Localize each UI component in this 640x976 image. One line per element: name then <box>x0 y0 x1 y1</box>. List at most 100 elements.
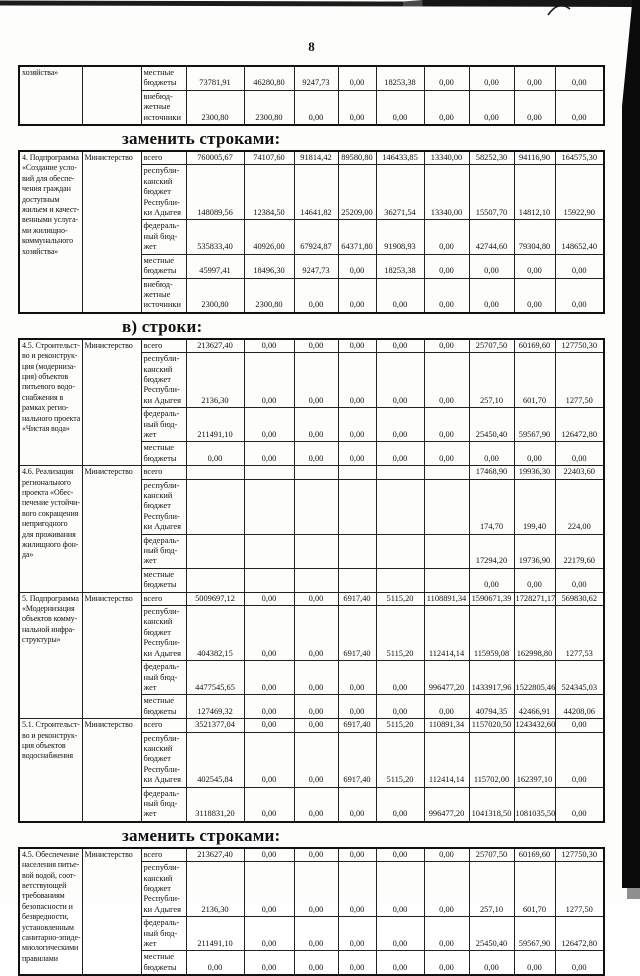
value-cell: 91908,93 <box>375 219 425 255</box>
budget-type-cell: местные бюджеты <box>140 694 187 720</box>
heading-section-v: в) строки: <box>122 316 203 336</box>
budget-type-cell: внебюд- жетные источники <box>140 277 187 314</box>
table-body: 4.5. Обеспечение населения питье- вой во… <box>18 847 605 976</box>
budget-type-cell: федераль- ный бюд- жет <box>140 660 187 696</box>
value-cell: 0,00 <box>423 352 470 409</box>
value-cell: 0,00 <box>337 847 377 863</box>
table-replace-program-45: 4.5. Обеспечение населения питье- вой во… <box>18 846 605 976</box>
value-cell: 0,00 <box>243 352 295 409</box>
table-replace-program-4: 4. Подпрограмма «Создание усло- вий для … <box>18 150 605 314</box>
budget-type-cell: всего <box>140 718 187 733</box>
value-cell: 0,00 <box>468 567 515 593</box>
value-cell: 44208,06 <box>554 694 605 720</box>
table-row: республи- канский бюджет Республи- ки Ад… <box>19 605 605 662</box>
value-cell: 1728271,17 <box>513 591 556 607</box>
value-cell: 0,00 <box>468 89 515 126</box>
value-cell <box>375 533 425 569</box>
value-cell: 127469,32 <box>185 694 245 720</box>
value-cell: 0,00 <box>293 916 339 952</box>
value-cell: 0,00 <box>375 407 425 443</box>
value-cell: 0,00 <box>375 694 425 720</box>
table-row: республи- канский бюджет Республи- ки Ад… <box>19 478 605 535</box>
value-cell: 0,00 <box>513 950 556 976</box>
value-cell: 18496,30 <box>243 253 295 279</box>
value-cell: 0,00 <box>375 786 425 823</box>
value-cell: 0,00 <box>337 950 377 976</box>
program-label-cell: 4.5. Строительст- во и реконструк- ция (… <box>18 338 83 467</box>
table-row: 5. Подпрограмма «Модернизация объектов к… <box>18 591 605 720</box>
budget-type-cell: всего <box>140 591 187 607</box>
value-cell <box>423 533 470 569</box>
value-cell: 79304,80 <box>513 219 556 255</box>
value-cell: 6917,40 <box>337 605 377 662</box>
table-row: федераль- ный бюд- жет 535833,40 40926,00 6… <box>19 219 605 255</box>
value-cell: 0,00 <box>375 916 425 952</box>
budget-type-cell: всего <box>140 150 187 166</box>
value-cell: 601,70 <box>513 352 556 409</box>
value-cell: 0,00 <box>293 605 339 662</box>
value-cell: 0,00 <box>375 338 425 354</box>
value-cell: 0,00 <box>423 441 470 467</box>
value-cell: 0,00 <box>375 950 425 976</box>
table-row: 4.6. Реализация регионального проекта «О… <box>18 465 605 593</box>
table-continuation: хозяйства» местные бюджеты 73781,91 46280,8… <box>18 65 605 127</box>
value-cell <box>293 567 339 593</box>
value-cell: 59567,90 <box>513 916 556 952</box>
value-cell: 1157020,50 <box>468 718 515 733</box>
value-cell: 0,00 <box>243 847 295 863</box>
value-cell: 1243432,60 <box>513 718 556 733</box>
value-cell: 162397,10 <box>513 731 556 788</box>
value-cell: 74107,60 <box>243 150 295 166</box>
value-cell: 164575,30 <box>554 150 605 166</box>
budget-type-cell: республи- канский бюджет Республи- ки Ад… <box>140 605 187 662</box>
value-cell: 760005,67 <box>185 150 245 166</box>
value-cell <box>337 567 377 593</box>
value-cell: 0,00 <box>293 847 339 863</box>
value-cell: 0,00 <box>423 861 470 918</box>
value-cell: 59567,90 <box>513 407 556 443</box>
value-cell: 0,00 <box>423 89 470 126</box>
value-cell: 0,00 <box>554 950 605 976</box>
value-cell <box>293 478 339 535</box>
value-cell: 2136,30 <box>185 861 245 918</box>
value-cell: 0,00 <box>337 407 377 443</box>
value-cell: 0,00 <box>293 89 339 126</box>
value-cell: 0,00 <box>554 253 605 279</box>
value-cell: 569830,62 <box>554 591 605 607</box>
value-cell <box>337 465 377 480</box>
value-cell: 0,00 <box>293 950 339 976</box>
value-cell: 148089,56 <box>185 164 245 221</box>
value-cell: 64371,80 <box>337 219 377 255</box>
budget-type-cell: республи- канский бюджет Республи- ки Ад… <box>140 731 187 788</box>
value-cell: 17468,90 <box>468 465 515 480</box>
program-label-cell: 4.6. Реализация регионального проекта «О… <box>18 465 83 593</box>
budget-type-cell: республи- канский бюджет Республи- ки Ад… <box>140 164 187 221</box>
budget-type-cell: местные бюджеты <box>140 950 187 976</box>
table-row: республи- канский бюджет Республи- ки Ад… <box>19 352 605 409</box>
value-cell: 0,00 <box>243 407 295 443</box>
value-cell <box>423 478 470 535</box>
value-cell <box>423 567 470 593</box>
page-number: 8 <box>308 39 315 54</box>
value-cell <box>293 465 339 480</box>
value-cell: 9247,73 <box>293 65 339 91</box>
value-cell: 0,00 <box>293 718 339 733</box>
value-cell: 0,00 <box>243 731 295 788</box>
value-cell: 0,00 <box>513 65 556 91</box>
table-lines-v: 4.5. Строительст- во и реконструк- ция (… <box>18 337 605 823</box>
value-cell: 5009697,12 <box>185 591 245 607</box>
value-cell: 36271,54 <box>375 164 425 221</box>
table-row: 4.5. Обеспечение населения питье- вой во… <box>18 847 605 976</box>
value-cell: 25450,40 <box>468 916 515 952</box>
value-cell: 22179,60 <box>554 533 605 569</box>
value-cell: 0,00 <box>375 660 425 696</box>
value-cell: 0,00 <box>468 65 515 91</box>
value-cell: 5115,20 <box>375 591 425 607</box>
value-cell <box>185 478 245 535</box>
value-cell: 4477545,65 <box>185 660 245 696</box>
value-cell: 0,00 <box>337 786 377 823</box>
value-cell: 22403,60 <box>554 465 605 480</box>
table-body: 4. Подпрограмма «Создание усло- вий для … <box>18 150 605 314</box>
value-cell <box>293 533 339 569</box>
value-cell: 0,00 <box>293 786 339 823</box>
